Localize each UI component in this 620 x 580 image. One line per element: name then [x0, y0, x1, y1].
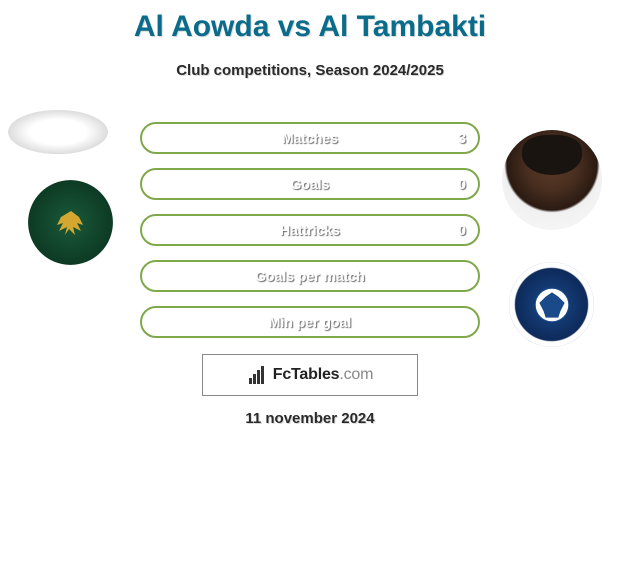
stat-label: Hattricks — [142, 222, 478, 238]
stat-right-value: 0 — [458, 176, 466, 192]
stat-row-hattricks: Hattricks 0 — [140, 214, 480, 246]
bars-icon — [247, 364, 269, 386]
stat-right-value: 0 — [458, 222, 466, 238]
eagle-icon — [51, 203, 91, 243]
stat-row-goals: Goals 0 — [140, 168, 480, 200]
football-icon — [531, 284, 573, 326]
stat-row-matches: Matches 3 — [140, 122, 480, 154]
stat-label: Goals per match — [142, 268, 478, 284]
date-label: 11 november 2024 — [0, 410, 620, 427]
club-left-badge — [28, 180, 113, 265]
brand-logo: FcTables.com — [202, 354, 418, 396]
player-right-avatar — [502, 130, 602, 230]
brand-text: FcTables.com — [273, 366, 373, 384]
subtitle: Club competitions, Season 2024/2025 — [0, 62, 620, 79]
club-right-badge — [509, 262, 594, 347]
stat-label: Goals — [142, 176, 478, 192]
stat-row-min-per-goal: Min per goal — [140, 306, 480, 338]
stat-label: Min per goal — [142, 314, 478, 330]
stat-label: Matches — [142, 130, 478, 146]
brand-name: FcTables — [273, 366, 340, 383]
brand-suffix: .com — [339, 366, 373, 383]
page-title: Al Aowda vs Al Tambakti — [0, 0, 620, 44]
stat-right-value: 3 — [458, 130, 466, 146]
player-left-avatar — [8, 92, 108, 192]
stat-rows: Matches 3 Goals 0 Hattricks 0 Goals per … — [140, 122, 480, 352]
stat-row-goals-per-match: Goals per match — [140, 260, 480, 292]
